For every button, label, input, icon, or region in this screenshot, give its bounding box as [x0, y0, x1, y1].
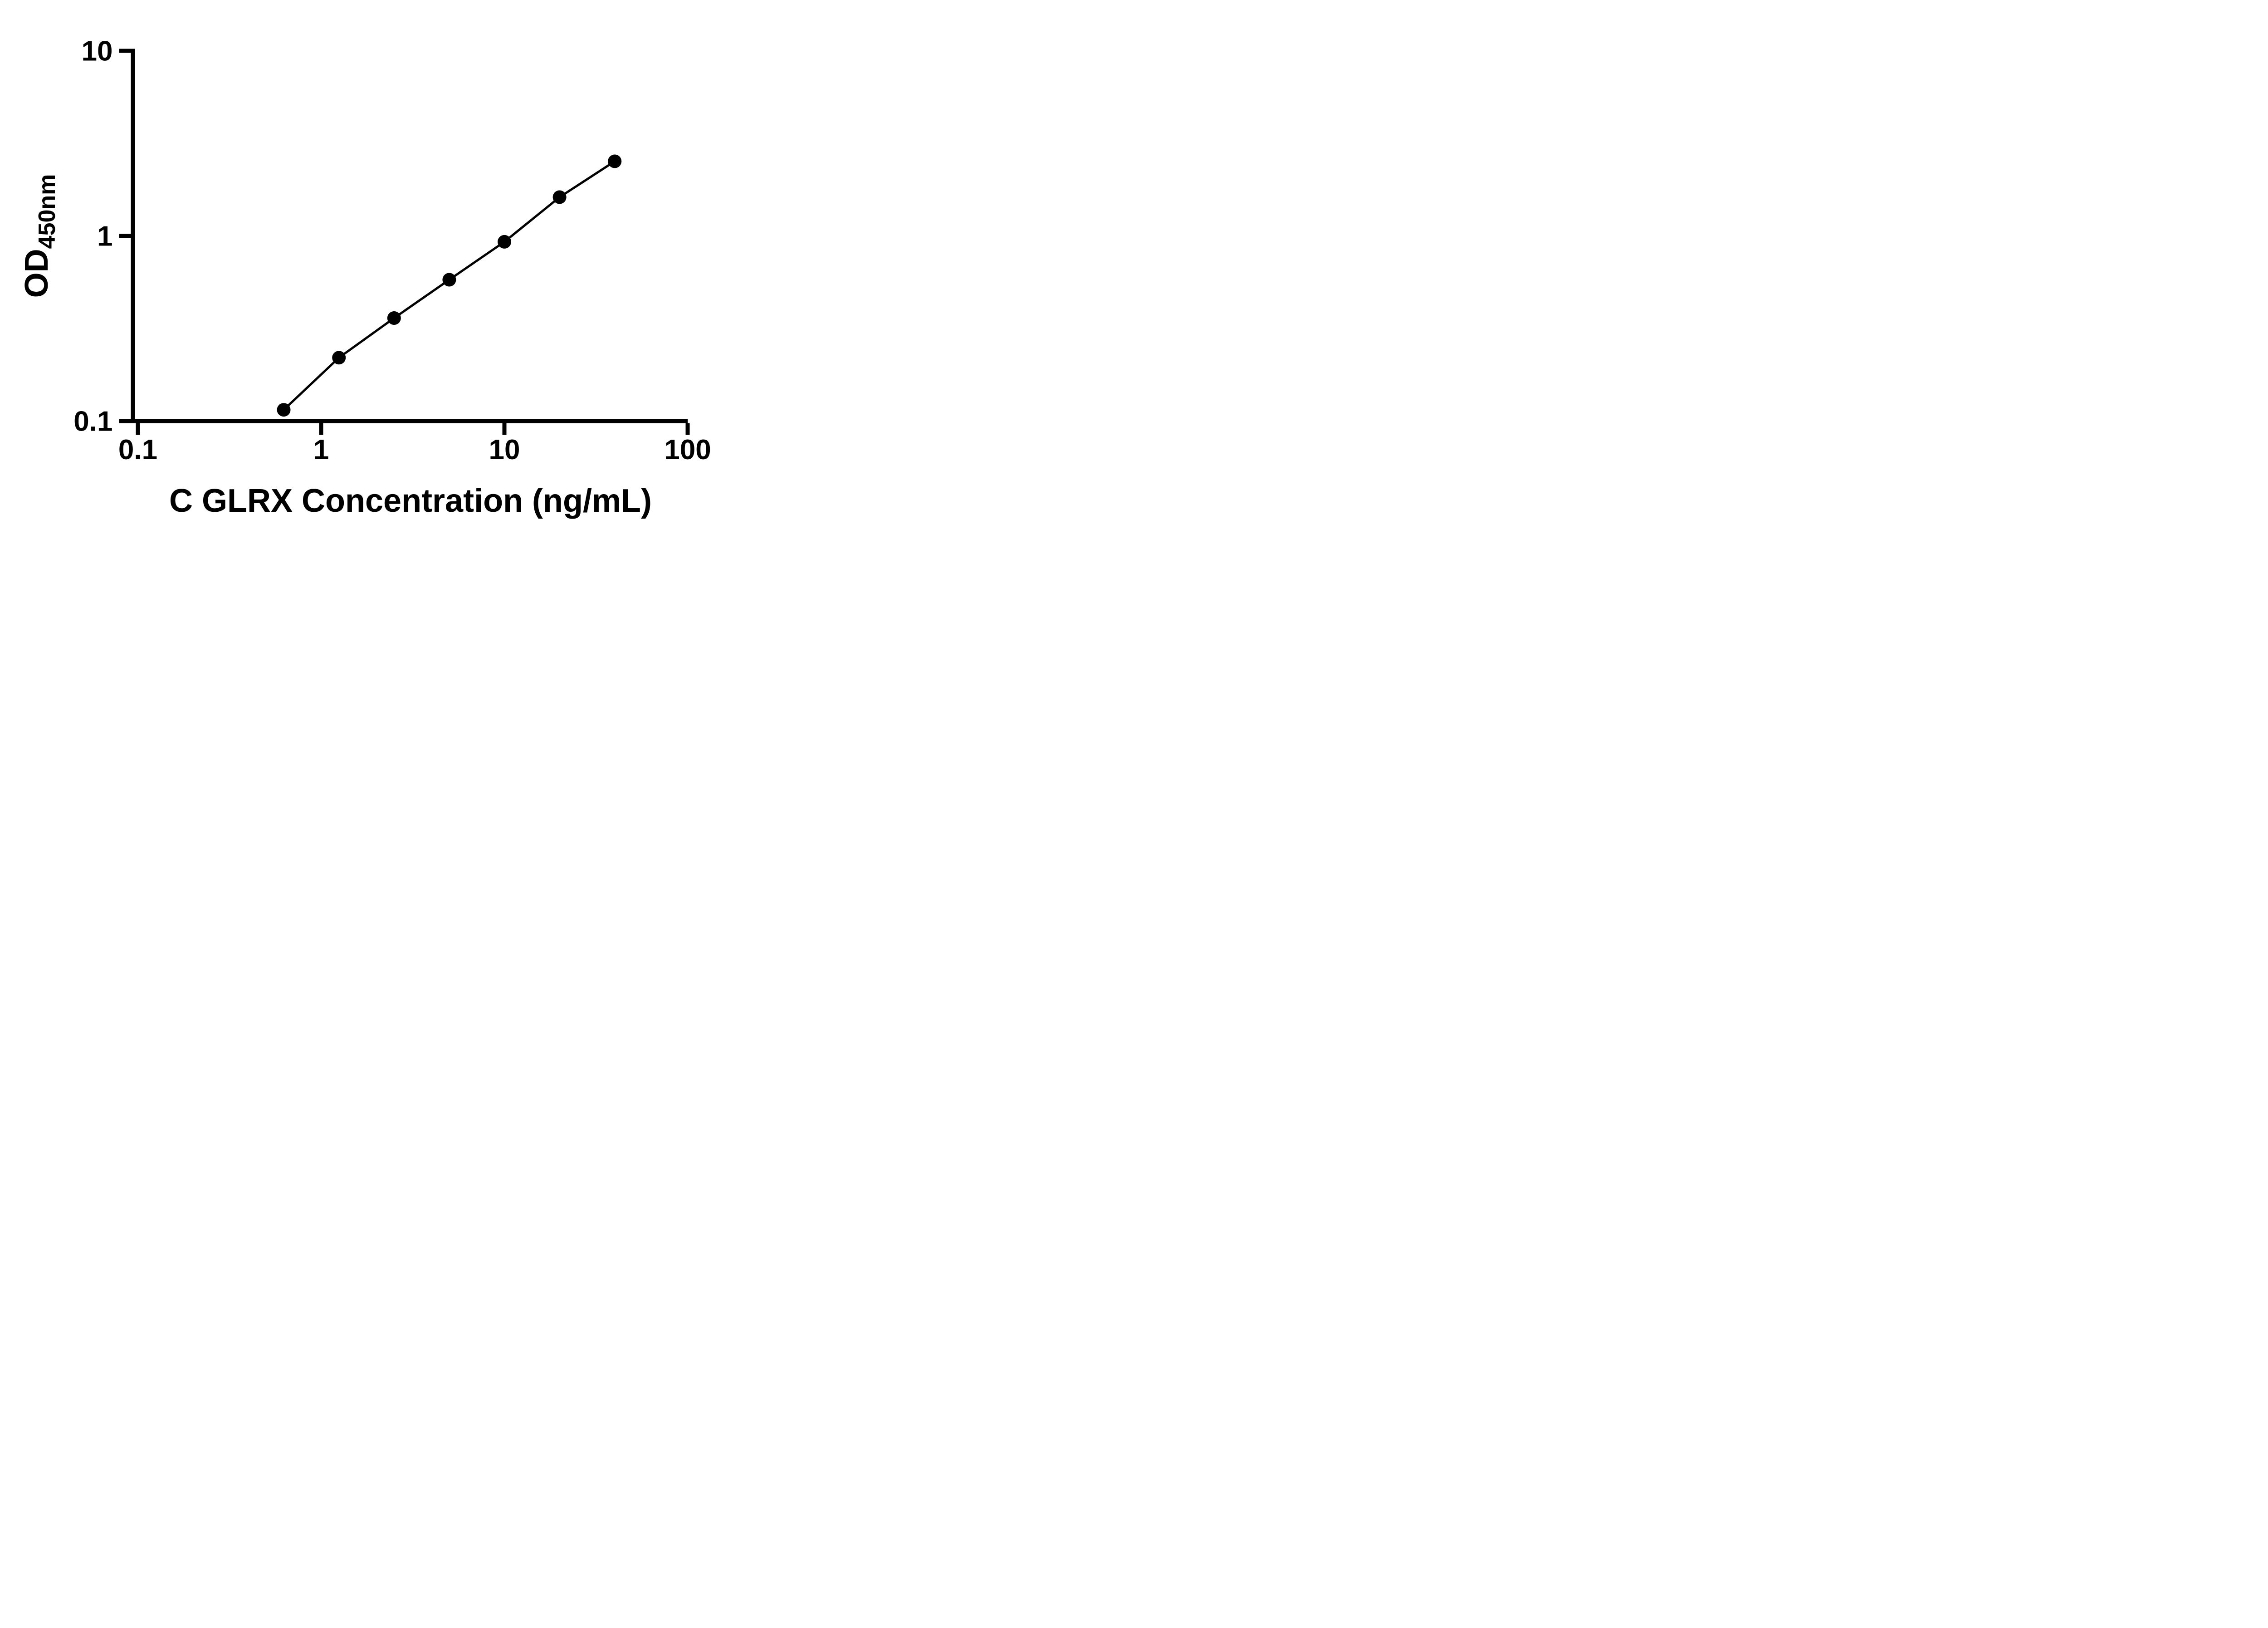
data-point-marker — [552, 190, 567, 204]
y-axis-title-sub: 450nm — [34, 174, 60, 249]
y-tick-label: 1 — [97, 221, 112, 252]
y-axis-title: OD450nm — [19, 174, 60, 298]
data-point-marker — [442, 273, 456, 287]
plot-area: 0.1 1 10 100 0.1 1 10 — [73, 36, 711, 466]
x-tick-label: 100 — [664, 434, 711, 466]
standard-curve-chart: 0.1 1 10 100 0.1 1 10 C GLRX Concentration (ng… — [19, 36, 711, 519]
y-tick-label: 10 — [82, 36, 113, 67]
x-tick-label: 1 — [313, 434, 329, 466]
data-point-marker — [387, 311, 401, 325]
elisa-standard-curve-figure: 0.1 1 10 100 0.1 1 10 C GLRX Concentration (ng… — [0, 0, 761, 543]
x-tick-label: 10 — [489, 434, 520, 466]
data-point-marker — [498, 235, 511, 249]
x-tick-label: 0.1 — [118, 434, 157, 466]
x-axis-title: C GLRX Concentration (ng/mL) — [169, 483, 652, 519]
data-point-marker — [332, 351, 346, 365]
y-axis-title-main: OD — [19, 249, 55, 298]
y-tick-label: 0.1 — [73, 406, 112, 437]
data-point-marker — [277, 403, 291, 417]
data-point-marker — [608, 154, 622, 168]
